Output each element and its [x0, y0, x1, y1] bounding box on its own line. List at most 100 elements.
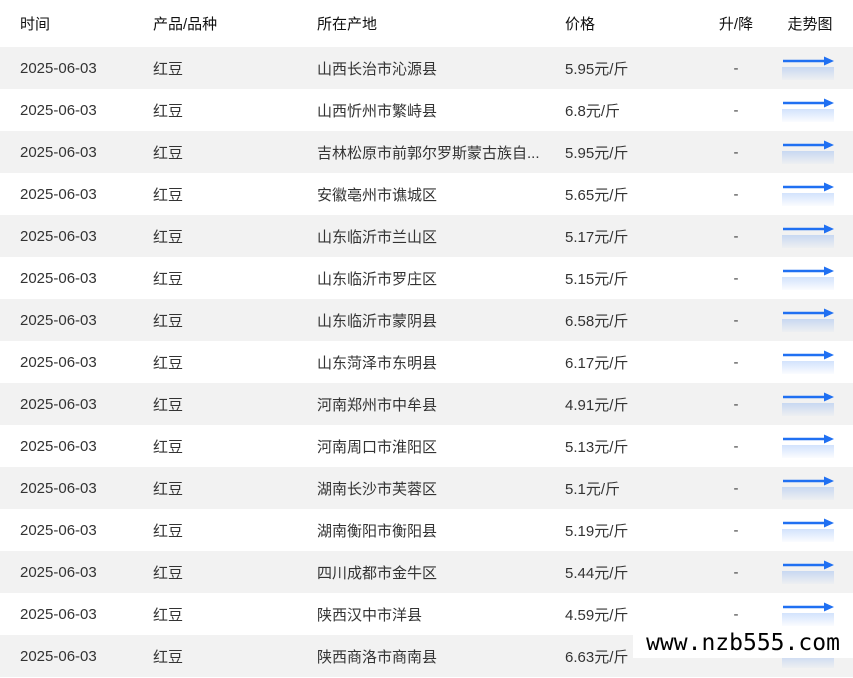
arrow-right-icon — [783, 602, 834, 612]
arrow-right-icon — [783, 224, 834, 234]
cell-origin: 河南周口市淮阳区 — [317, 438, 438, 456]
trend-cell — [767, 392, 853, 416]
trend-arrow-button[interactable] — [782, 308, 834, 332]
cell-change: - — [733, 59, 739, 77]
cell-product: 红豆 — [153, 270, 184, 288]
cell-product: 红豆 — [153, 102, 184, 120]
arrow-right-icon — [783, 308, 834, 318]
cell-product: 红豆 — [153, 144, 184, 162]
cell-change: - — [733, 521, 739, 539]
cell-price: 4.91元/斤 — [565, 396, 629, 414]
trend-arrow-button[interactable] — [782, 98, 834, 122]
arrow-glow — [782, 655, 834, 668]
arrow-glow — [782, 277, 834, 290]
cell-change: - — [733, 101, 739, 119]
cell-price: 5.1元/斤 — [565, 480, 621, 498]
trend-arrow-button[interactable] — [782, 140, 834, 164]
cell-origin: 河南郑州市中牟县 — [317, 396, 438, 414]
cell-change: - — [733, 185, 739, 203]
arrow-right-icon — [783, 56, 834, 66]
cell-date: 2025-06-03 — [20, 227, 97, 245]
table-row: 2025-06-03 红豆 河南周口市淮阳区 5.13元/斤 - — [0, 425, 853, 467]
trend-cell — [767, 434, 853, 458]
trend-cell — [767, 140, 853, 164]
arrow-glow — [782, 361, 834, 374]
trend-cell — [767, 224, 853, 248]
arrow-glow — [782, 151, 834, 164]
trend-cell — [767, 266, 853, 290]
trend-arrow-button[interactable] — [782, 392, 834, 416]
cell-product: 红豆 — [153, 438, 184, 456]
cell-date: 2025-06-03 — [20, 479, 97, 497]
cell-origin: 山西长治市沁源县 — [317, 60, 438, 78]
cell-price: 6.58元/斤 — [565, 312, 629, 330]
cell-price: 5.19元/斤 — [565, 522, 629, 540]
column-header-date: 时间 — [20, 16, 51, 33]
table-row: 2025-06-03 红豆 山东临沂市蒙阴县 6.58元/斤 - — [0, 299, 853, 341]
cell-date: 2025-06-03 — [20, 311, 97, 329]
trend-arrow-button[interactable] — [782, 518, 834, 542]
cell-product: 红豆 — [153, 648, 184, 666]
cell-product: 红豆 — [153, 606, 184, 624]
trend-arrow-button[interactable] — [782, 602, 834, 626]
trend-cell — [767, 560, 853, 584]
cell-change: - — [733, 353, 739, 371]
cell-product: 红豆 — [153, 396, 184, 414]
trend-arrow-button[interactable] — [782, 350, 834, 374]
cell-date: 2025-06-03 — [20, 185, 97, 203]
arrow-right-icon — [783, 98, 834, 108]
cell-origin: 山东临沂市兰山区 — [317, 228, 438, 246]
cell-change: - — [733, 311, 739, 329]
cell-origin: 山东临沂市蒙阴县 — [317, 312, 438, 330]
table-row: 2025-06-03 红豆 河南郑州市中牟县 4.91元/斤 - — [0, 383, 853, 425]
cell-product: 红豆 — [153, 186, 184, 204]
trend-arrow-button[interactable] — [782, 476, 834, 500]
cell-price: 5.65元/斤 — [565, 186, 629, 204]
cell-product: 红豆 — [153, 228, 184, 246]
table-row: 2025-06-03 红豆 湖南长沙市芙蓉区 5.1元/斤 - — [0, 467, 853, 509]
table-row: 2025-06-03 红豆 湖南衡阳市衡阳县 5.19元/斤 - — [0, 509, 853, 551]
cell-price: 6.8元/斤 — [565, 102, 621, 120]
trend-arrow-button[interactable] — [782, 224, 834, 248]
cell-date: 2025-06-03 — [20, 353, 97, 371]
cell-origin: 安徽亳州市谯城区 — [317, 186, 438, 204]
cell-price: 6.17元/斤 — [565, 354, 629, 372]
cell-product: 红豆 — [153, 522, 184, 540]
cell-change: - — [733, 227, 739, 245]
cell-price: 5.17元/斤 — [565, 228, 629, 246]
cell-product: 红豆 — [153, 354, 184, 372]
cell-price: 5.15元/斤 — [565, 270, 629, 288]
table-body: 2025-06-03 红豆 山西长治市沁源县 5.95元/斤 - 2025-06-03 红豆… — [0, 47, 853, 677]
arrow-glow — [782, 319, 834, 332]
cell-origin: 湖南衡阳市衡阳县 — [317, 522, 438, 540]
cell-product: 红豆 — [153, 312, 184, 330]
trend-arrow-button[interactable] — [782, 266, 834, 290]
cell-date: 2025-06-03 — [20, 563, 97, 581]
trend-arrow-button[interactable] — [782, 560, 834, 584]
arrow-glow — [782, 571, 834, 584]
table-row: 2025-06-03 红豆 安徽亳州市谯城区 5.65元/斤 - — [0, 173, 853, 215]
cell-date: 2025-06-03 — [20, 143, 97, 161]
table-row: 2025-06-03 红豆 四川成都市金牛区 5.44元/斤 - — [0, 551, 853, 593]
arrow-glow — [782, 613, 834, 626]
cell-origin: 山东菏泽市东明县 — [317, 354, 438, 372]
table-row: 2025-06-03 红豆 山西长治市沁源县 5.95元/斤 - — [0, 47, 853, 89]
trend-arrow-button[interactable] — [782, 434, 834, 458]
arrow-glow — [782, 67, 834, 80]
trend-arrow-button[interactable] — [782, 56, 834, 80]
table-row: 2025-06-03 红豆 山东临沂市兰山区 5.17元/斤 - — [0, 215, 853, 257]
arrow-right-icon — [783, 560, 834, 570]
cell-origin: 山西忻州市繁峙县 — [317, 102, 438, 120]
trend-cell — [767, 518, 853, 542]
trend-arrow-button[interactable] — [782, 182, 834, 206]
cell-product: 红豆 — [153, 60, 184, 78]
table-row: 2025-06-03 红豆 山东临沂市罗庄区 5.15元/斤 - — [0, 257, 853, 299]
arrow-right-icon — [783, 518, 834, 528]
trend-cell — [767, 56, 853, 80]
watermark: www.nzb555.com — [633, 628, 853, 658]
cell-date: 2025-06-03 — [20, 647, 97, 665]
cell-change: - — [733, 269, 739, 287]
arrow-right-icon — [783, 434, 834, 444]
arrow-right-icon — [783, 476, 834, 486]
